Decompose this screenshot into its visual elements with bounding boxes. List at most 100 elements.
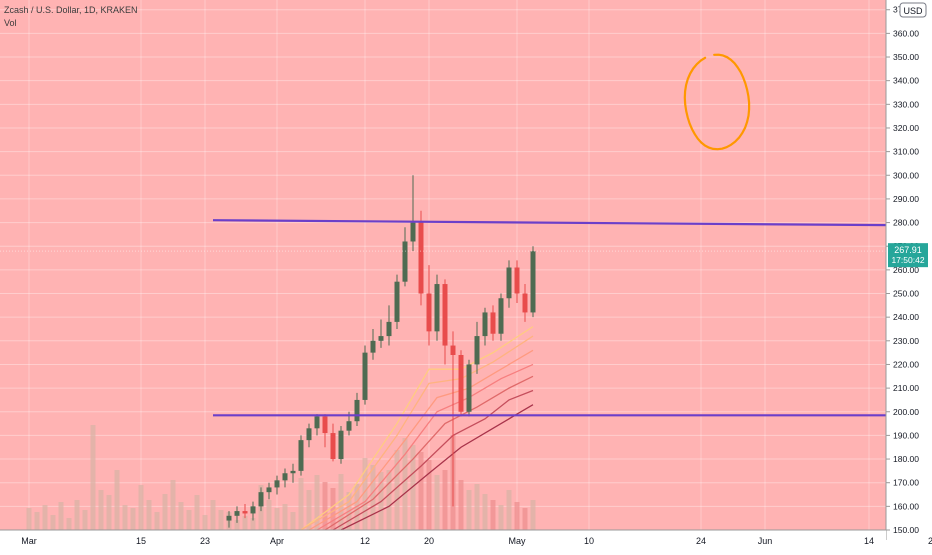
- volume-bar: [322, 482, 328, 530]
- volume-bar: [146, 500, 152, 530]
- candle-body: [530, 251, 536, 313]
- volume-bar: [42, 505, 48, 530]
- price-tick-label: 360.00: [893, 28, 919, 38]
- candle: [410, 175, 416, 251]
- volume-bar: [82, 510, 88, 530]
- time-tick-label: 20: [424, 536, 434, 546]
- candle: [418, 210, 424, 306]
- candle: [474, 321, 480, 374]
- freehand-circle[interactable]: [683, 53, 751, 151]
- volume-bar: [154, 512, 160, 530]
- volume-bar: [170, 480, 176, 530]
- candle-body: [474, 336, 480, 365]
- time-tick-label: 14: [864, 536, 874, 546]
- candle-body: [274, 480, 280, 488]
- volume-bar: [402, 438, 408, 530]
- time-axis[interactable]: Mar1523Apr1220May1024Jun1422Jul: [21, 536, 932, 546]
- time-tick-label: May: [508, 536, 526, 546]
- candle-body: [490, 312, 496, 334]
- volume-bar: [234, 520, 240, 530]
- candle-body: [466, 364, 472, 412]
- candle-body: [458, 355, 464, 412]
- candle: [298, 435, 304, 476]
- candle-body: [250, 506, 256, 514]
- candle-body: [402, 241, 408, 282]
- candle-body: [442, 284, 448, 346]
- candle: [322, 414, 328, 448]
- price-tick-label: 210.00: [893, 383, 919, 393]
- price-tick-label: 350.00: [893, 52, 919, 62]
- volume-bar: [490, 500, 496, 530]
- price-axis-panel[interactable]: [886, 0, 932, 540]
- candle-body: [290, 470, 296, 474]
- volume-bar: [186, 510, 192, 530]
- price-tick-label: 180.00: [893, 454, 919, 464]
- countdown-label: 17:50:42: [891, 255, 924, 265]
- candle: [450, 331, 456, 507]
- candle: [514, 260, 520, 303]
- candle: [490, 305, 496, 341]
- candle-body: [506, 267, 512, 299]
- candle: [274, 475, 280, 495]
- volume-bar: [66, 518, 72, 530]
- price-tick-label: 250.00: [893, 289, 919, 299]
- volume-bar: [522, 508, 528, 530]
- volume-bar: [498, 505, 504, 530]
- time-tick-label: 23: [200, 536, 210, 546]
- volume-bar: [482, 494, 488, 530]
- time-tick-label: 10: [584, 536, 594, 546]
- candle: [314, 414, 320, 436]
- volume-bar: [162, 494, 168, 530]
- candle: [250, 501, 256, 521]
- time-tick-label: 15: [136, 536, 146, 546]
- candle-body: [498, 298, 504, 334]
- candle-body: [314, 416, 320, 429]
- volume-bar: [306, 490, 312, 530]
- volume-bar: [178, 502, 184, 530]
- time-axis-panel[interactable]: [0, 530, 886, 550]
- candle: [458, 350, 464, 417]
- volume-bar: [90, 425, 96, 530]
- volume-label: Vol: [4, 18, 17, 28]
- volume-bar: [138, 485, 144, 530]
- candle: [522, 284, 528, 322]
- candle-body: [346, 421, 352, 431]
- volume-bar: [506, 490, 512, 530]
- volume-bar: [50, 515, 56, 530]
- candle-body: [378, 336, 384, 341]
- price-tag-box: [888, 243, 928, 268]
- candle-body: [338, 430, 344, 460]
- chart-legend: Zcash / U.S. Dollar, 1D, KRAKEN Vol: [4, 4, 138, 30]
- volume-bar: [458, 480, 464, 530]
- candle: [442, 279, 448, 365]
- candle-body: [322, 416, 328, 434]
- price-tick-label: 260.00: [893, 265, 919, 275]
- candle: [362, 345, 368, 405]
- volume-bar: [330, 488, 336, 530]
- candle: [266, 482, 272, 500]
- volume-bar: [266, 500, 272, 530]
- volume-bar: [74, 500, 80, 530]
- volume-bar: [362, 458, 368, 530]
- price-tick-label: 160.00: [893, 501, 919, 511]
- candle-body: [266, 487, 272, 493]
- volume-bar: [298, 478, 304, 530]
- candle: [258, 487, 264, 512]
- volume-bar: [218, 510, 224, 530]
- price-tick-label: 340.00: [893, 76, 919, 86]
- volume-bar: [274, 508, 280, 530]
- time-tick-label: Apr: [270, 536, 284, 546]
- volume-bar: [34, 512, 40, 530]
- candle: [386, 305, 392, 346]
- volume-bar: [442, 470, 448, 530]
- currency-badge[interactable]: USD: [899, 2, 927, 18]
- candle: [290, 463, 296, 483]
- volume-bar: [418, 452, 424, 530]
- volume-bar: [514, 502, 520, 530]
- candle: [242, 503, 248, 519]
- price-tick-label: 280.00: [893, 218, 919, 228]
- candle: [370, 328, 376, 360]
- candlesticks: [226, 175, 536, 528]
